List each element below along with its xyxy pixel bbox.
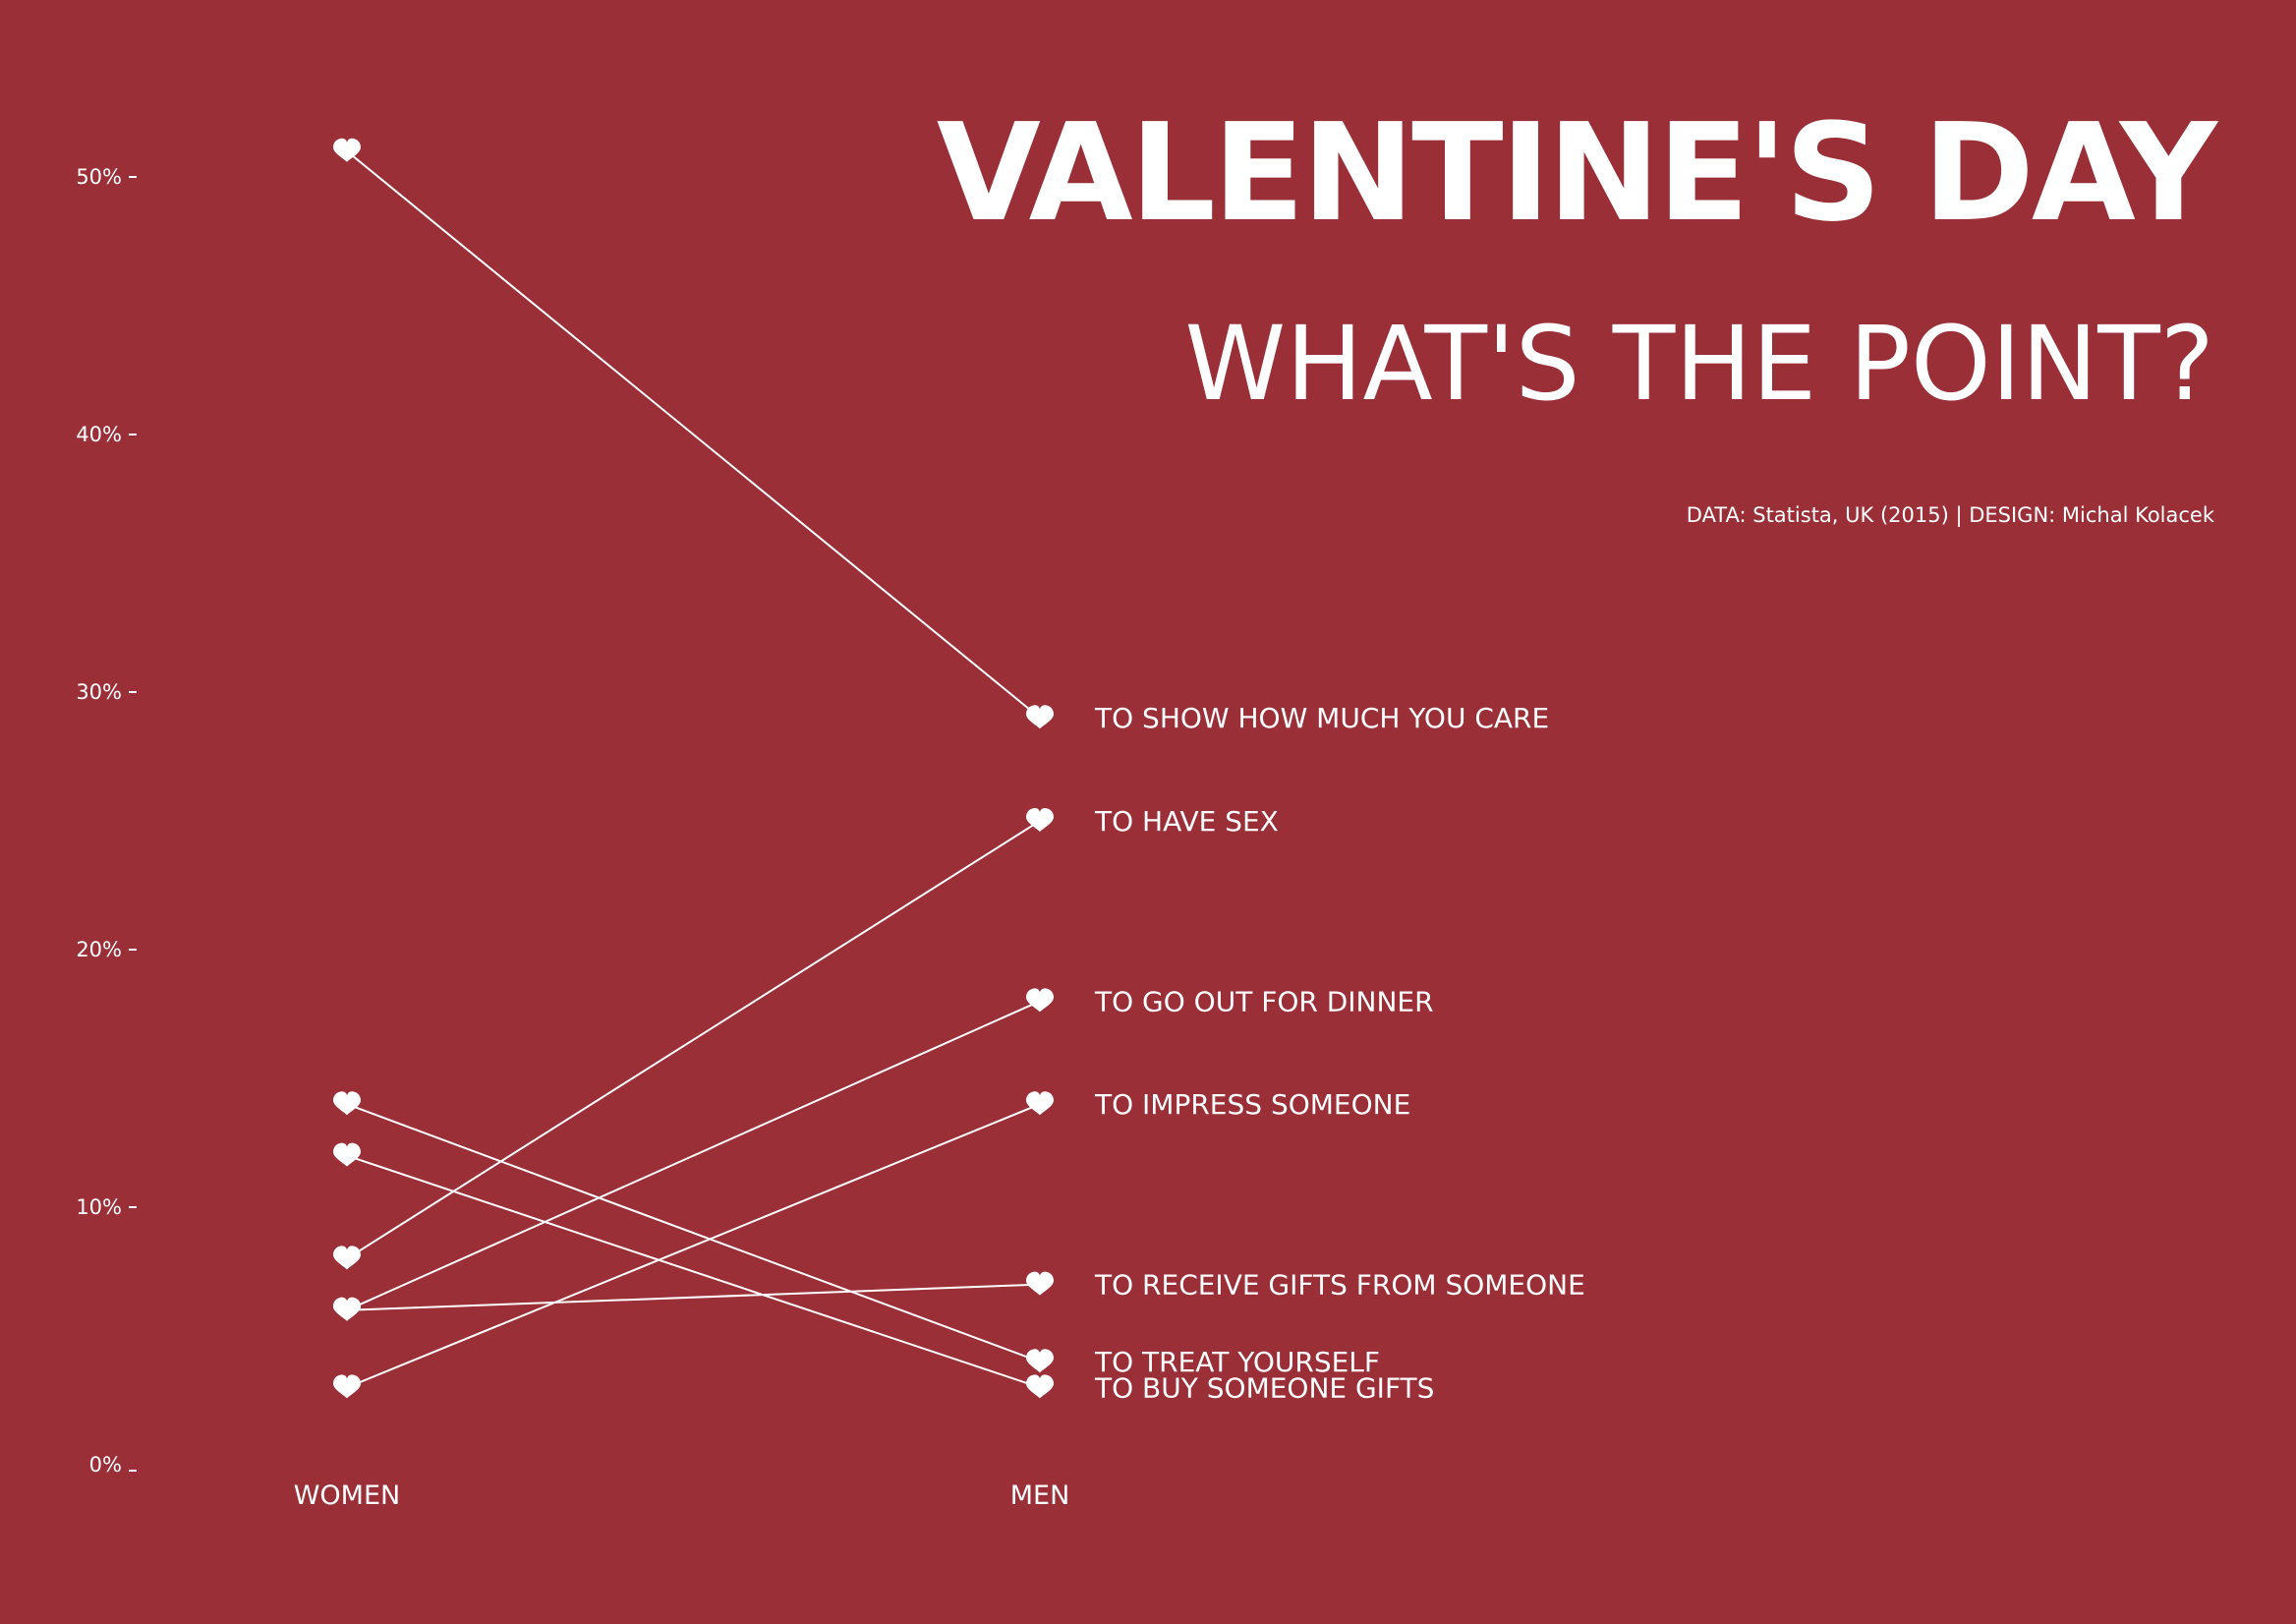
series-label: TO TREAT YOURSELF	[1094, 1346, 1380, 1378]
heart-icon	[1026, 1349, 1054, 1373]
heart-icon	[333, 1297, 361, 1321]
series-label: TO SHOW HOW MUCH YOU CARE	[1094, 702, 1549, 734]
page-title: VALENTINE'S DAY	[936, 95, 2217, 252]
series-line	[346, 820, 1041, 1260]
series-line	[346, 1103, 1041, 1389]
heart-icon	[333, 1142, 361, 1167]
heart-icon	[333, 138, 361, 162]
series-line	[346, 1154, 1041, 1389]
heart-icon	[333, 1246, 361, 1270]
x-category-label: MEN	[1010, 1480, 1070, 1511]
series-label: TO BUY SOMEONE GIFTS	[1094, 1371, 1434, 1404]
series-label: TO RECEIVE GIFTS FROM SOMEONE	[1094, 1269, 1585, 1302]
y-tick-label: 40%	[76, 423, 122, 446]
y-tick-label: 20%	[76, 938, 122, 961]
series-line	[346, 1103, 1041, 1363]
series-line	[346, 150, 1041, 719]
heart-icon	[333, 1374, 361, 1399]
y-tick-label: 30%	[76, 680, 122, 704]
x-category-label: WOMEN	[294, 1480, 401, 1511]
heart-icon	[1026, 1374, 1054, 1399]
series-line	[346, 1283, 1041, 1311]
heart-icon	[1026, 808, 1054, 832]
heart-icon	[1026, 705, 1054, 729]
y-tick-label: 0%	[89, 1453, 122, 1477]
heart-icon	[333, 1091, 361, 1116]
series-label: TO GO OUT FOR DINNER	[1094, 985, 1434, 1017]
y-tick-label: 50%	[76, 165, 122, 189]
heart-icon	[1026, 1091, 1054, 1116]
heart-icon	[1026, 988, 1054, 1013]
series-label: TO HAVE SEX	[1094, 805, 1279, 838]
heart-icon	[1026, 1271, 1054, 1296]
page-subtitle: WHAT'S THE POINT?	[1184, 304, 2214, 424]
source-credit: DATA: Statista, UK (2015) | DESIGN: Mich…	[1686, 503, 2214, 527]
series-line	[346, 1000, 1041, 1311]
series-label: TO IMPRESS SOMEONE	[1094, 1088, 1410, 1121]
y-tick-label: 10%	[76, 1195, 122, 1219]
